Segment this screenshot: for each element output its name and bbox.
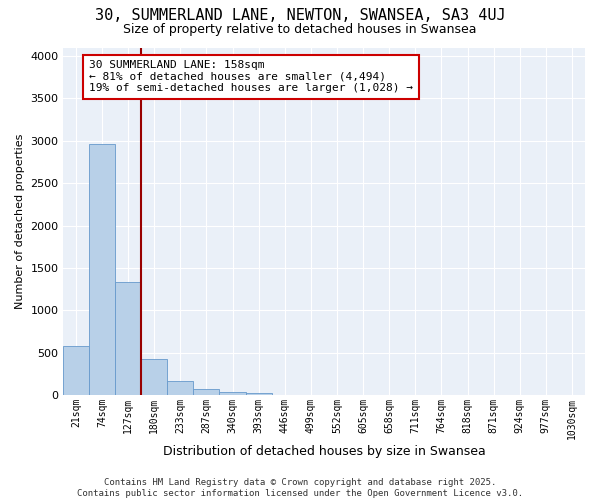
- Bar: [89, 144, 115, 395]
- Bar: [63, 346, 89, 395]
- Text: Size of property relative to detached houses in Swansea: Size of property relative to detached ho…: [123, 22, 477, 36]
- Y-axis label: Number of detached properties: Number of detached properties: [15, 134, 25, 309]
- Bar: [245, 393, 272, 395]
- X-axis label: Distribution of detached houses by size in Swansea: Distribution of detached houses by size …: [163, 444, 485, 458]
- Bar: [167, 382, 193, 395]
- Text: 30 SUMMERLAND LANE: 158sqm
← 81% of detached houses are smaller (4,494)
19% of s: 30 SUMMERLAND LANE: 158sqm ← 81% of deta…: [89, 60, 413, 94]
- Bar: [193, 388, 220, 395]
- Text: Contains HM Land Registry data © Crown copyright and database right 2025.
Contai: Contains HM Land Registry data © Crown c…: [77, 478, 523, 498]
- Bar: [115, 282, 141, 395]
- Text: 30, SUMMERLAND LANE, NEWTON, SWANSEA, SA3 4UJ: 30, SUMMERLAND LANE, NEWTON, SWANSEA, SA…: [95, 8, 505, 22]
- Bar: [220, 392, 245, 395]
- Bar: [141, 359, 167, 395]
